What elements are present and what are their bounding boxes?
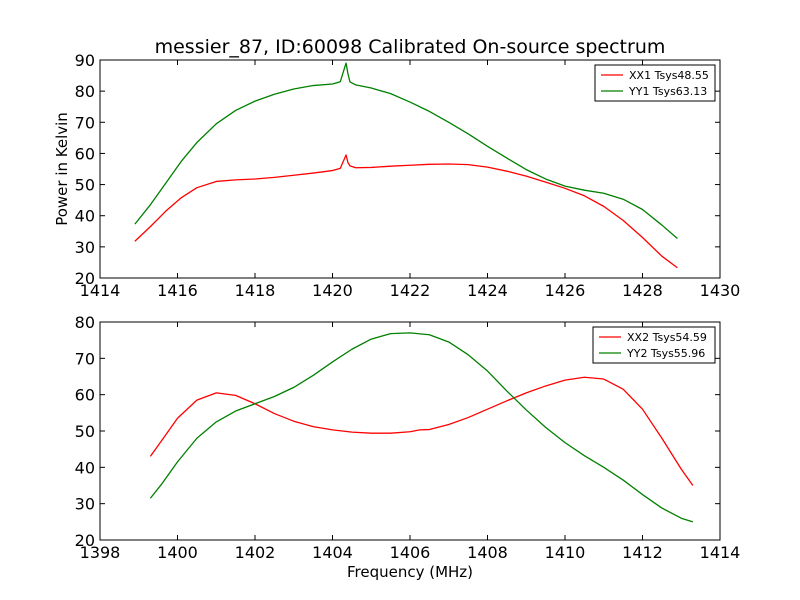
top-spectrum-panel: messier_87, ID:60098 Calibrated On-sourc… [53,36,740,300]
y-tick-label: 60 [75,386,95,405]
x-tick-label: 1400 [157,543,198,562]
y-tick-label: 90 [75,51,95,70]
y-tick-label: 70 [75,349,95,368]
y-tick-label: 30 [75,495,95,514]
y-tick-label: 40 [75,458,95,477]
y-axis-label: Power in Kelvin [53,112,71,226]
y-tick-label: 60 [75,144,95,163]
y-tick-label: 20 [75,531,95,550]
x-tick-label: 1404 [312,543,353,562]
y-tick-label: 50 [75,422,95,441]
bottom-spectrum-panel: Frequency (MHz) 1398 1400 1402 1404 1406 1408… [75,313,741,581]
x-tick-label: 1418 [235,281,276,300]
x-tick-label: 1408 [467,543,508,562]
legend: XX1 Tsys48.55 YY1 Tsys63.13 [594,64,716,102]
x-tick-label: 1424 [467,281,508,300]
series-line-yy2 [149,332,694,523]
x-tick-label: 1416 [157,281,198,300]
y-tick-label: 50 [75,176,95,195]
series-line-xx2 [149,376,694,486]
x-tick-label: 1414 [80,281,121,300]
legend-box [594,64,716,102]
x-tick-label: 1402 [235,543,276,562]
y-tick-label: 70 [75,113,95,132]
x-axis-label: Frequency (MHz) [347,563,473,581]
series-line-yy1 [134,62,678,239]
legend-entry-label: XX2 Tsys54.59 [627,331,707,344]
series-line-xx1 [134,154,678,269]
x-tick-label: 1426 [545,281,586,300]
y-tick-label: 30 [75,238,95,257]
legend-entry-label: YY1 Tsys63.13 [628,85,707,98]
x-tick-label: 1430 [700,281,741,300]
legend-entry-label: XX1 Tsys48.55 [629,69,709,82]
x-tick-label: 1412 [622,543,663,562]
x-tick-label: 1428 [622,281,663,300]
x-tick-label: 1406 [390,543,431,562]
chart-title: messier_87, ID:60098 Calibrated On-sourc… [155,36,666,58]
legend-entry-label: YY2 Tsys55.96 [626,347,705,360]
y-tick-label: 20 [75,269,95,288]
y-tick-label: 40 [75,207,95,226]
y-tick-label: 80 [75,313,95,332]
x-tick-label: 1414 [700,543,741,562]
legend-box [592,326,716,364]
legend: XX2 Tsys54.59 YY2 Tsys55.96 [592,326,716,364]
x-tick-label: 1420 [312,281,353,300]
x-tick-label: 1410 [545,543,586,562]
x-tick-label: 1398 [80,543,121,562]
y-tick-label: 80 [75,82,95,101]
x-tick-label: 1422 [390,281,431,300]
